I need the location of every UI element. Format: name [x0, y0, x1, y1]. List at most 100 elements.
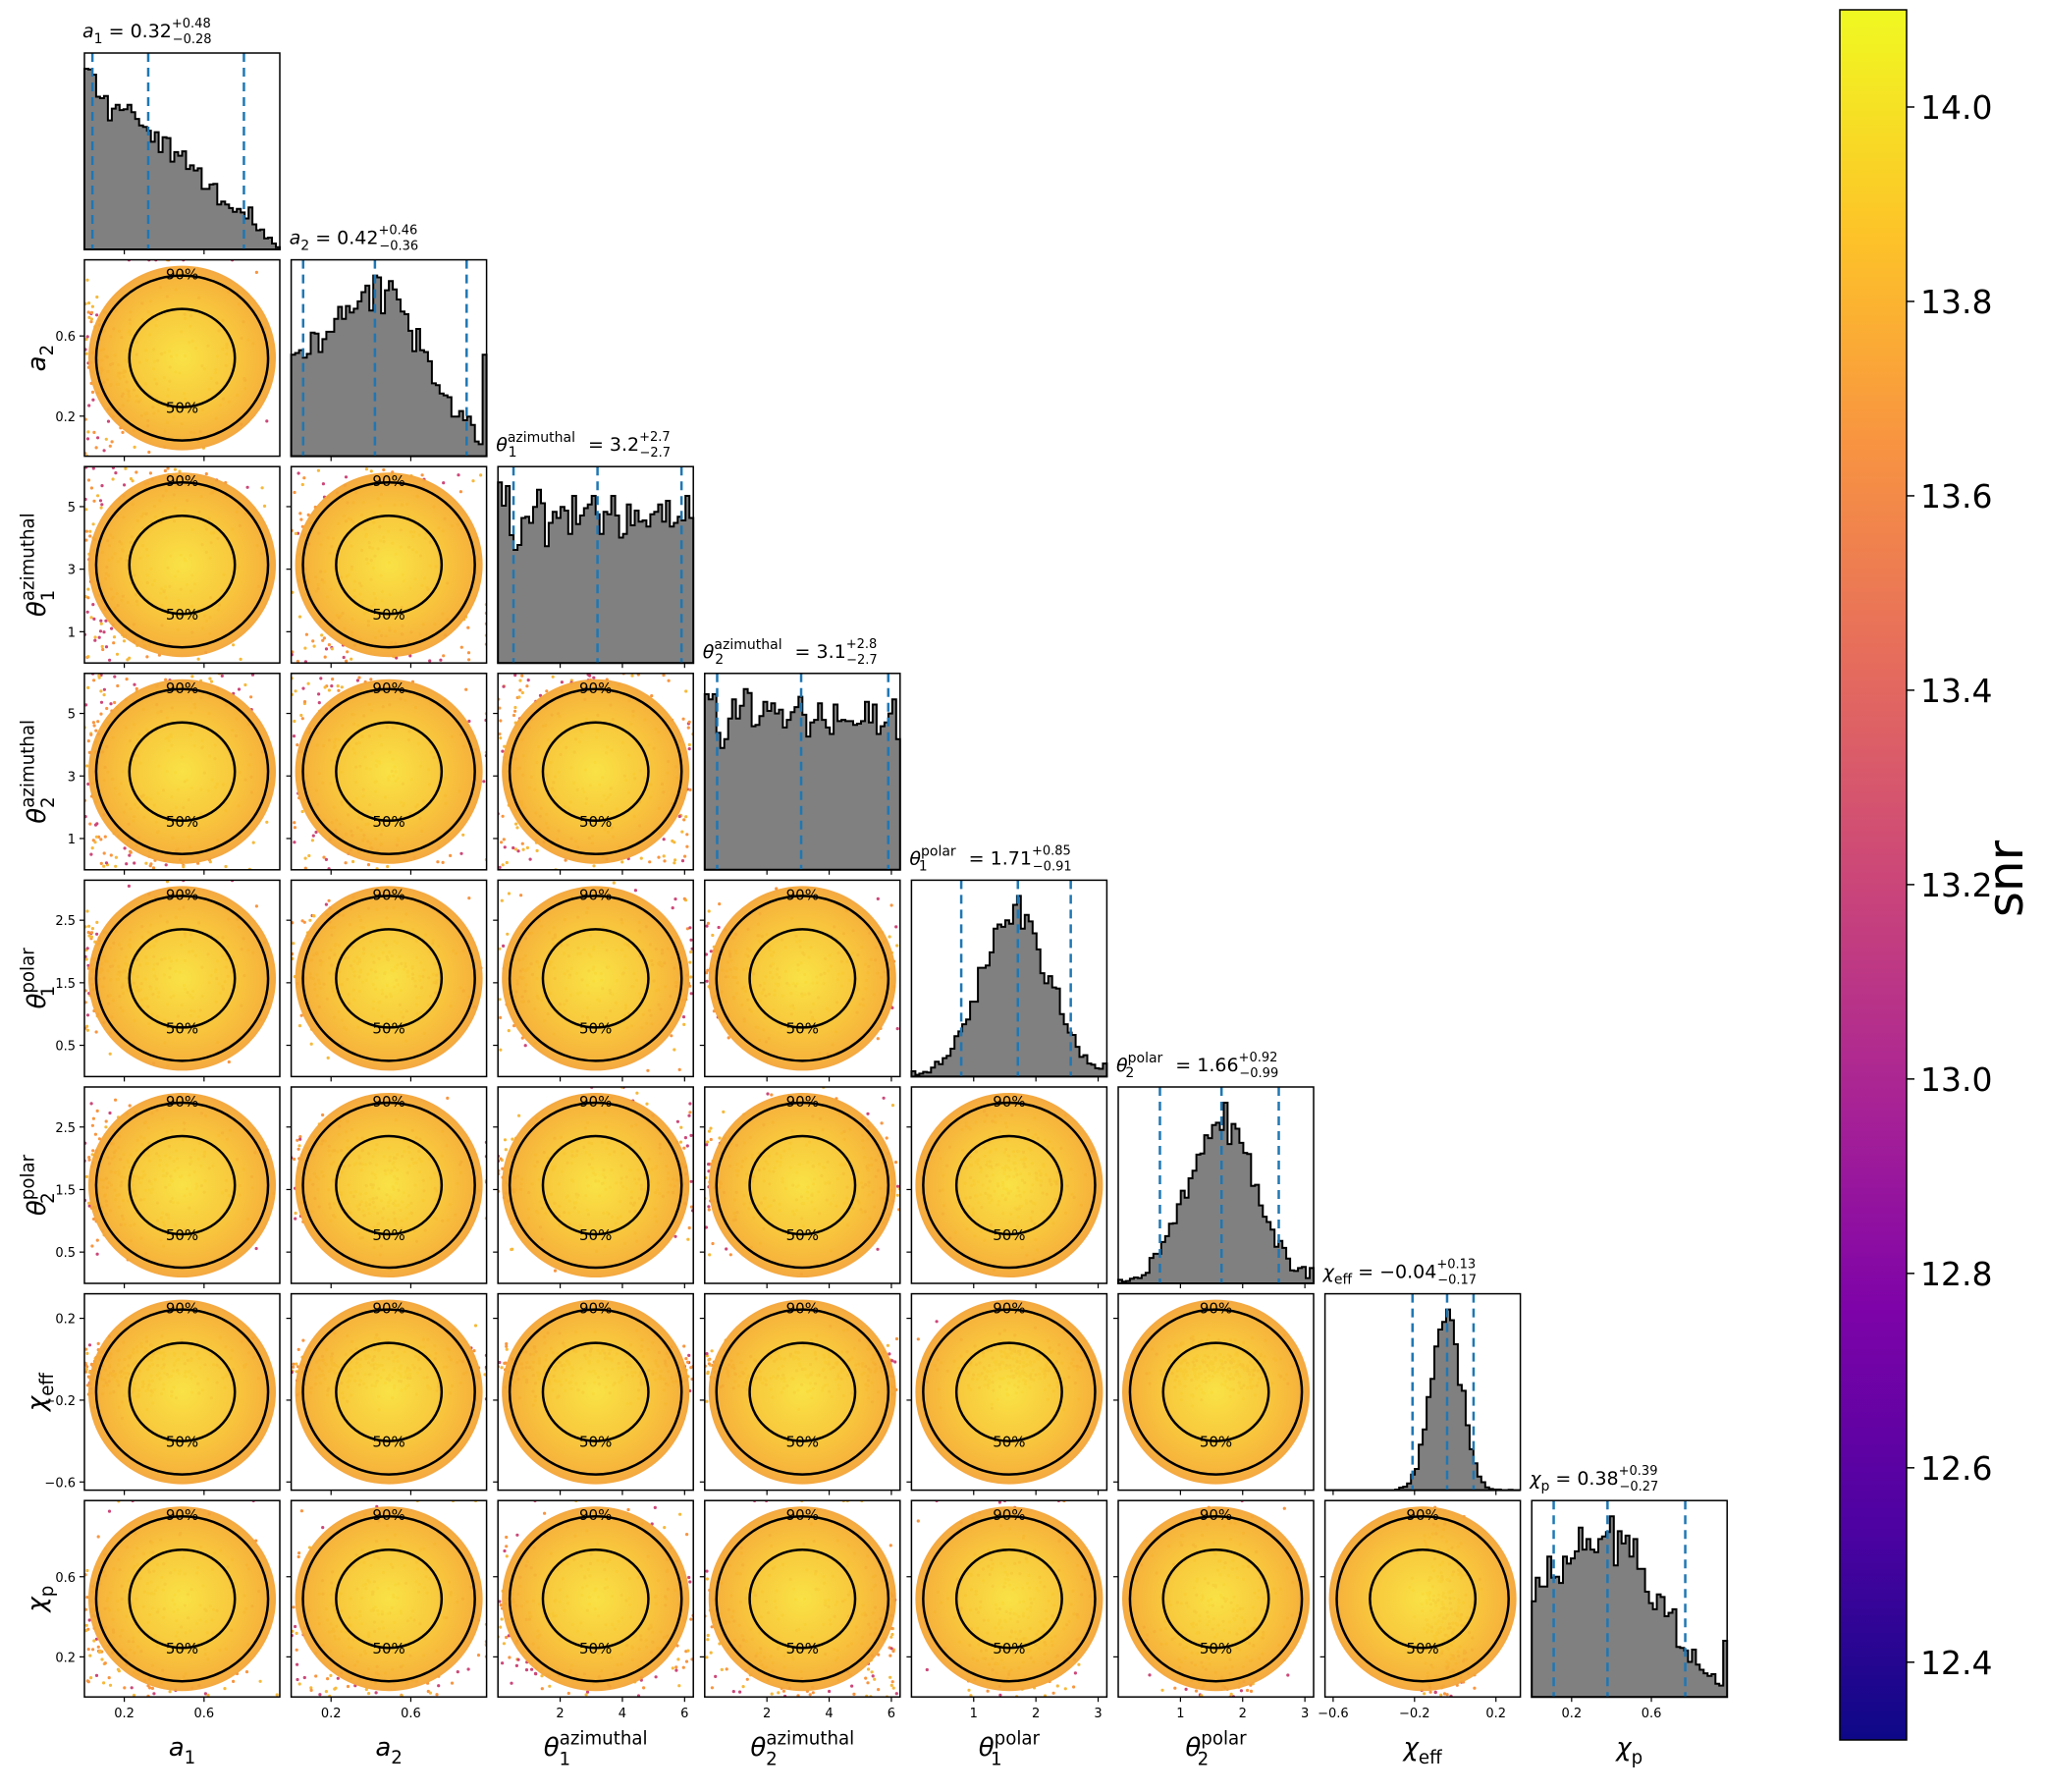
contour-50: [748, 1341, 857, 1442]
scatter-points: 90% 50%: [291, 1500, 487, 1698]
axes-frame: [704, 1499, 901, 1698]
y-tick-label: 3: [68, 564, 76, 578]
x-tick-label: 1: [1176, 1707, 1184, 1721]
corner-panels: a1 = 0.32+0.48 −0.28 90% 50% 0.2 0.6 a2 = 0.42…: [18, 17, 1729, 1770]
axes-frame: [83, 465, 281, 664]
density-core: [295, 1506, 483, 1692]
contour-90: [94, 274, 270, 442]
marginal-panel-a2: a2 = 0.42+0.46 −0.36: [290, 224, 488, 462]
contour-label-90: 90%: [166, 1506, 198, 1524]
y-tick-label: −0.6: [44, 1476, 76, 1491]
density-core: [1121, 1299, 1311, 1485]
contour-label-50: 50%: [166, 400, 198, 417]
x-tick-label: 4: [825, 1707, 833, 1721]
contour-90: [922, 1101, 1097, 1270]
scatter-points: 90% 50%: [1121, 1500, 1311, 1698]
colorbar-tick-label: 13.4: [1920, 672, 1992, 710]
contour-label-90: 90%: [579, 679, 612, 697]
scatter-points: 90% 50%: [291, 676, 487, 870]
contour-label-90: 90%: [166, 472, 198, 490]
contour-label-50: 50%: [993, 1226, 1025, 1244]
scatter-points: 90% 50%: [704, 886, 899, 1071]
scatter-panel-theta2_pol-vs-chi_eff: 90% 50%: [1113, 1292, 1315, 1495]
density-core: [915, 1093, 1104, 1277]
scatter-points: 90% 50%: [498, 881, 694, 1072]
x-tick-label: 3: [1094, 1707, 1102, 1721]
colorbar-tick-label: 13.8: [1920, 283, 1992, 321]
axes-frame: [704, 1086, 901, 1284]
marginal-panel-theta2_pol: θpolar 2 = 1.66+0.92 −0.99: [1116, 1051, 1315, 1288]
y-tick-label: 1: [68, 833, 76, 847]
contour-90: [715, 1308, 890, 1476]
contour-label-50: 50%: [993, 1434, 1025, 1451]
axes-frame: [290, 465, 488, 664]
contour-label-90: 90%: [1200, 1300, 1232, 1318]
axes-frame: [83, 673, 281, 871]
scatter-panel-theta2_pol-vs-chi_p: 90% 50% 1 2 3: [1113, 1499, 1315, 1721]
scatter-panel-theta2_az-vs-theta1_pol: 90% 50%: [699, 879, 901, 1082]
histogram-a2: [290, 274, 488, 458]
scatter-panel-a1-vs-a2: 90% 50% 0.2 0.6: [55, 258, 281, 462]
contour-label-50: 50%: [166, 1226, 198, 1244]
axes-frame: [497, 673, 694, 871]
contour-50: [128, 1341, 237, 1442]
axes-frame: [290, 673, 488, 871]
marginal-panel-theta1_az: θazimuthal 1 = 3.2+2.7 −2.7: [496, 430, 695, 669]
x-tick-label: 4: [619, 1707, 626, 1721]
contour-label-50: 50%: [372, 1019, 404, 1037]
scatter-points: 90% 50%: [84, 880, 277, 1071]
scatter-panel-theta1_az-vs-chi_eff: 90% 50%: [493, 1292, 694, 1495]
contour-label-50: 50%: [786, 1226, 819, 1244]
contour-50: [954, 1134, 1063, 1236]
scatter-points: 90% 50%: [704, 1299, 899, 1485]
colorbar-tick-label: 12.4: [1920, 1644, 1992, 1682]
contour-50: [541, 1341, 650, 1442]
histogram-theta2_pol: [1117, 1102, 1315, 1284]
contour-90: [508, 687, 683, 856]
scatter-points: 90% 50%: [84, 673, 277, 870]
contour-label-50: 50%: [579, 813, 612, 831]
density-core: [708, 1299, 896, 1485]
axes-frame: [83, 1086, 281, 1284]
y-axis-label-group: χeff: [23, 1373, 58, 1414]
contour-label-90: 90%: [372, 679, 404, 697]
scatter-points: 90% 50%: [915, 1500, 1104, 1698]
x-tick-label: −0.6: [1318, 1707, 1349, 1721]
contour-label-90: 90%: [993, 1300, 1025, 1318]
contour-50: [541, 721, 650, 823]
marginal-panel-chi_p: χp = 0.38+0.39 −0.27 0.2 0.6: [1529, 1464, 1729, 1721]
scatter-points: 90% 50%: [84, 1093, 277, 1277]
contour-label-50: 50%: [372, 1434, 404, 1451]
contour-90: [715, 895, 890, 1062]
scatter-panel-a1-vs-chi_p: 90% 50% 0.2 0.6 0.2 0.6: [55, 1499, 281, 1721]
density-core: [502, 679, 690, 864]
scatter-points: 90% 50%: [84, 259, 277, 457]
x-axis-label-theta1_az: θazimuthal 1: [544, 1729, 648, 1770]
contour-label-50: 50%: [1406, 1640, 1438, 1657]
axes-frame: [704, 1292, 901, 1492]
contour-label-90: 90%: [786, 1300, 819, 1318]
contour-label-50: 50%: [372, 813, 404, 831]
stat-title-a2: a2 = 0.42+0.46 −0.36: [290, 224, 419, 254]
contour-label-90: 90%: [166, 886, 198, 903]
contour-90: [922, 1308, 1097, 1476]
contour-50: [128, 721, 237, 823]
y-tick-label: 0.5: [55, 1246, 76, 1261]
contour-90: [94, 480, 270, 649]
contour-50: [954, 1548, 1063, 1650]
scatter-points: 90% 50%: [84, 1299, 277, 1485]
contour-90: [508, 1514, 683, 1683]
contour-50: [335, 928, 444, 1029]
histogram-theta1_pol: [910, 895, 1108, 1078]
contour-label-50: 50%: [993, 1640, 1025, 1657]
y-tick-label: 0.2: [55, 1313, 76, 1328]
scatter-panel-a2-vs-chi_p: 90% 50% 0.2 0.6: [286, 1499, 488, 1721]
x-tick-label: 1: [970, 1707, 978, 1721]
y-axis-label-group: a2: [23, 345, 58, 372]
density-core: [502, 1093, 690, 1277]
density-core: [87, 886, 277, 1071]
axes-frame: [497, 1499, 694, 1698]
contour-50: [335, 514, 444, 616]
scatter-panel-a2-vs-theta2_pol: 90% 50%: [286, 1086, 488, 1288]
scatter-points: 90% 50%: [84, 466, 277, 662]
